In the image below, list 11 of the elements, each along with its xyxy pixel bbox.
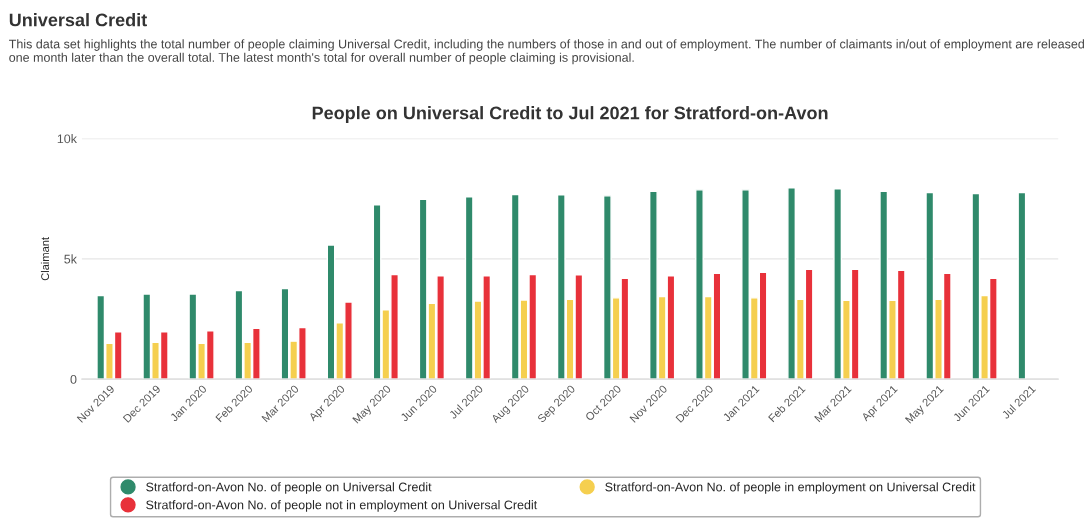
text: Universal Credit (9, 13, 147, 27)
legend-label: Stratford-on-Avon No. of people not in employment on Universal Credit (146, 500, 538, 512)
legend-label: Stratford-on-Avon No. of people in employment on Universal Credit (605, 482, 976, 494)
y-tick-label: 0 (70, 374, 77, 384)
y-tick-label: 10k (57, 134, 77, 144)
text: This data set highlights the total number of people claiming Universal Credit, including the numbers of those in and out of employment. The number of claimants in/out of employment are released one month later than the overall total. The latest month's total for overall number of people claiming is provisional. (9, 39, 1084, 65)
y-axis-title: Claimant (40, 237, 50, 281)
y-tick-label: 5k (64, 254, 77, 264)
chart-title: People on Universal Credit to Jul 2021 for Stratford-on-Avon (312, 106, 828, 123)
legend-label: Stratford-on-Avon No. of people on Universal Credit (146, 482, 432, 494)
bar (1017, 191, 1027, 380)
